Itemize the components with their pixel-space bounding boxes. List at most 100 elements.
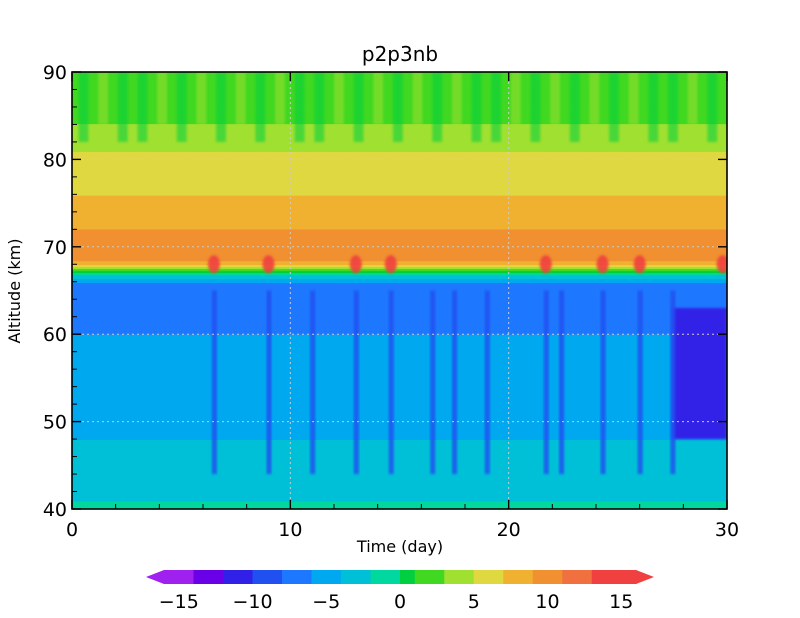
field-band [72, 274, 727, 278]
field-band [72, 158, 727, 162]
field-band [72, 250, 727, 254]
field-band [72, 486, 727, 490]
colorbar-swatch [429, 570, 445, 584]
field-band [72, 337, 727, 341]
colorbar-extend-high [636, 570, 654, 584]
colorbar-swatch [252, 570, 268, 584]
upper-texture [609, 72, 619, 142]
field-band [72, 355, 727, 359]
field-band [72, 152, 727, 156]
negative-streak [600, 290, 606, 475]
upper-texture [176, 72, 187, 142]
field-band [72, 170, 727, 174]
colorbar-swatch [400, 570, 416, 584]
field-band [72, 256, 727, 260]
field-band [72, 492, 727, 496]
colorbar-swatch [503, 570, 519, 584]
colorbar-swatch [473, 570, 489, 584]
field-band [72, 260, 727, 264]
field-band [72, 460, 727, 464]
upper-texture [137, 72, 148, 142]
negative-streak [452, 290, 458, 475]
upper-texture [491, 72, 502, 142]
field-band [72, 156, 727, 160]
field-band [72, 196, 727, 200]
field-band [72, 301, 727, 305]
field-band [72, 502, 727, 506]
upper-texture [727, 72, 737, 124]
field-band [72, 168, 727, 172]
field-band [72, 172, 727, 176]
negative-streak [211, 290, 217, 475]
upper-texture [353, 72, 364, 142]
colorbar-tick-label: 0 [394, 591, 406, 613]
field-band [72, 335, 727, 339]
y-tick-label: 60 [43, 324, 67, 346]
field-band [72, 188, 727, 192]
field-band [72, 411, 727, 415]
field-band [72, 468, 727, 472]
field-band [72, 246, 727, 250]
colorbar-swatch [223, 570, 239, 584]
chart-title: p2p3nb [362, 42, 438, 66]
positive-spot [349, 255, 362, 274]
colorbar-swatch [591, 570, 607, 584]
field-band [72, 307, 727, 311]
contour-field [72, 72, 727, 509]
field-band [72, 299, 727, 303]
negative-streak [559, 290, 565, 475]
upper-texture [648, 72, 659, 142]
field-band [72, 164, 727, 168]
upper-texture [707, 72, 718, 142]
positive-spot [716, 255, 727, 274]
field-band [72, 200, 727, 204]
colorbar-extend-low [146, 570, 164, 584]
field-band [72, 427, 727, 431]
field-band [72, 333, 727, 337]
field-band [72, 190, 727, 194]
field-band [72, 494, 727, 498]
field-band [72, 490, 727, 494]
field-band [72, 389, 727, 393]
field-band [72, 178, 727, 182]
colorbar-swatch [311, 570, 327, 584]
field-band [72, 399, 727, 403]
upper-texture [117, 72, 128, 142]
field-band [72, 339, 727, 343]
negative-streak [484, 290, 490, 475]
x-axis: 0 10 20 30 [66, 72, 739, 541]
field-band [72, 309, 727, 313]
colorbar-swatch [282, 570, 298, 584]
field-band [72, 218, 727, 222]
field-band [72, 240, 727, 244]
upper-texture [589, 72, 600, 125]
field-band [72, 425, 727, 429]
field-band [72, 290, 727, 293]
field-band [72, 329, 727, 333]
field-band [72, 282, 727, 286]
field-band [72, 228, 727, 232]
field-band [72, 456, 727, 460]
field-band [72, 141, 727, 145]
field-band [72, 436, 727, 440]
field-band [72, 383, 727, 387]
field-band [72, 186, 727, 190]
field-band [72, 295, 727, 299]
strong-negative-region [672, 307, 727, 440]
colorbar-swatch [444, 570, 460, 584]
field-band [72, 286, 727, 290]
field-band [72, 506, 727, 509]
upper-texture [216, 72, 226, 142]
field-band [72, 244, 727, 248]
x-tick-label: 10 [278, 519, 302, 541]
field-band [72, 214, 727, 218]
positive-spot [207, 255, 220, 274]
colorbar-swatch [370, 570, 386, 584]
x-tick-label: 0 [66, 519, 78, 541]
field-band [72, 353, 727, 357]
upper-texture [628, 72, 639, 125]
colorbar-swatch [385, 570, 401, 584]
colorbar-swatch [178, 570, 194, 584]
field-band [72, 288, 727, 291]
